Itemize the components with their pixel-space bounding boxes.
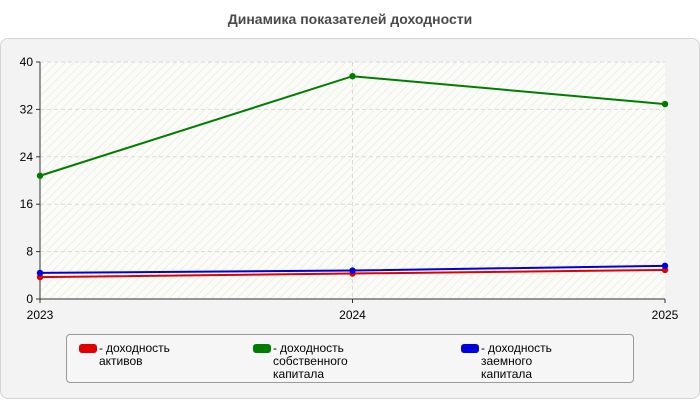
data-point-1-1 [349, 73, 356, 80]
y-tick-label: 40 [20, 55, 34, 69]
data-point-2-0 [36, 269, 44, 277]
legend-dash: - [99, 341, 103, 355]
x-tick-label: 2025 [652, 308, 679, 322]
data-point-2-2 [661, 262, 669, 270]
data-point-2-1 [349, 267, 356, 274]
legend-label-equity-line2: капитала [273, 367, 325, 381]
y-tick-label: 32 [20, 102, 34, 116]
x-tick-label: 2023 [27, 308, 54, 322]
legend-swatch-debt [461, 344, 479, 353]
legend-label-equity-line1: доходность собственного [273, 341, 348, 368]
legend-dash: - [481, 341, 485, 355]
series [36, 73, 669, 281]
legend-label-assets: доходность активов [99, 341, 170, 368]
y-tick-label: 8 [26, 245, 33, 259]
data-point-1-2 [661, 100, 669, 108]
legend-swatch-equity [253, 344, 271, 353]
chart-title: Динамика показателей доходности [227, 11, 473, 27]
axes: 0 8 16 24 32 40 2023 2024 2025 [20, 55, 679, 322]
legend: - доходность активов - доходность собствен… [66, 334, 634, 383]
y-tick-label: 16 [20, 197, 34, 211]
data-point-1-0 [36, 172, 44, 179]
legend-dash: - [273, 341, 277, 355]
y-tick-label: 0 [26, 292, 33, 306]
x-tick-label: 2024 [339, 308, 366, 322]
legend-label-debt-line2: капитала [481, 367, 533, 381]
legend-label-debt-line1: доходность заемного [481, 341, 552, 368]
grid [40, 61, 665, 299]
legend-swatch-assets [79, 344, 97, 353]
y-tick-label: 24 [20, 150, 34, 164]
